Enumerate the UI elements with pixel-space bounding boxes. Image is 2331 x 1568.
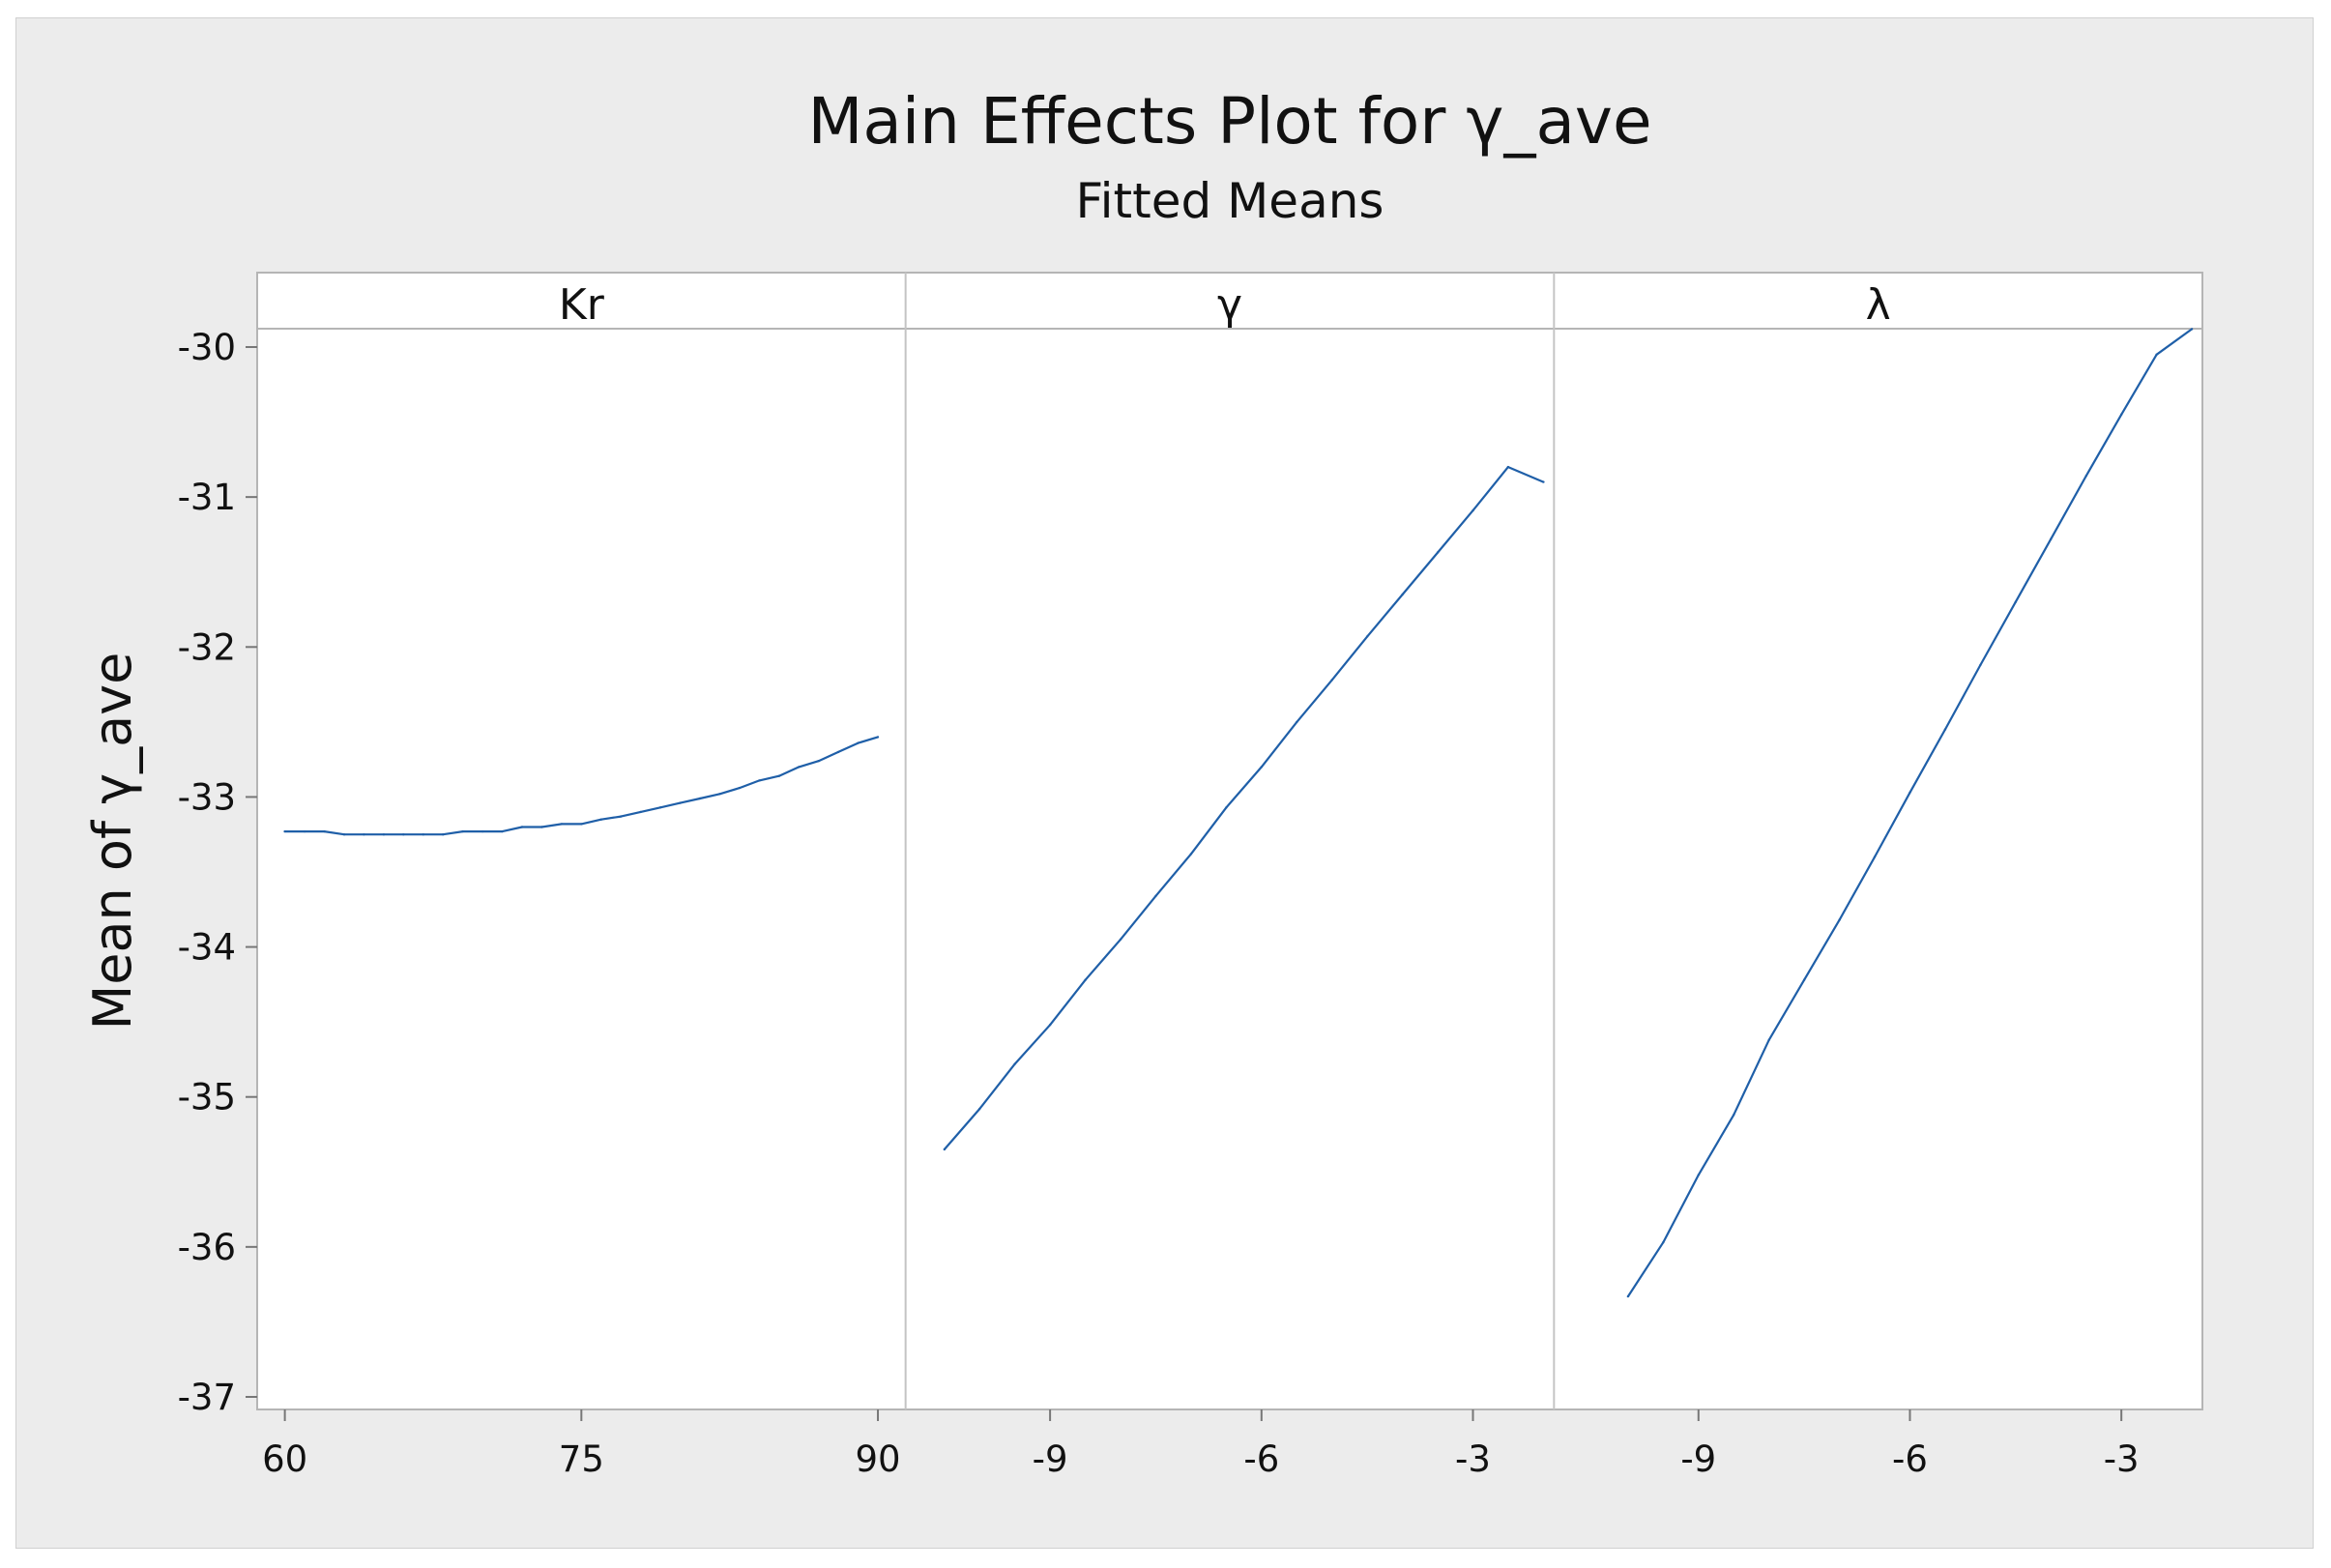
y-tick-label: -31 bbox=[178, 477, 236, 518]
data-point bbox=[1296, 720, 1298, 724]
data-point bbox=[461, 829, 464, 833]
data-point bbox=[1733, 1114, 1735, 1117]
panel-strip-label: γ bbox=[1217, 280, 1242, 330]
data-point bbox=[2050, 537, 2053, 540]
x-tick-label: -3 bbox=[2104, 1438, 2140, 1480]
data-point bbox=[1506, 465, 1510, 469]
y-tick-label: -36 bbox=[178, 1227, 236, 1268]
data-point bbox=[1084, 978, 1087, 981]
data-point bbox=[1048, 1024, 1052, 1027]
x-tick-label: -6 bbox=[1892, 1438, 1928, 1480]
data-point bbox=[501, 829, 504, 833]
x-tick-label: -3 bbox=[1455, 1438, 1491, 1480]
x-tick-label: -6 bbox=[1243, 1438, 1279, 1480]
x-tick-label: 75 bbox=[559, 1438, 604, 1480]
data-point bbox=[580, 823, 583, 826]
data-point bbox=[658, 806, 662, 809]
panel-strip-label: λ bbox=[1866, 280, 1891, 330]
data-point bbox=[1401, 593, 1404, 596]
data-point bbox=[679, 801, 682, 804]
data-point bbox=[777, 774, 780, 777]
data-point bbox=[422, 833, 424, 836]
data-point bbox=[639, 810, 642, 814]
plot-frame bbox=[256, 272, 2203, 1410]
x-tick-label: -9 bbox=[1033, 1438, 1068, 1480]
data-point bbox=[402, 833, 405, 836]
data-point bbox=[1471, 508, 1474, 512]
data-point bbox=[1542, 480, 1545, 483]
data-point bbox=[758, 779, 761, 782]
data-point bbox=[1119, 938, 1122, 941]
data-point bbox=[1873, 856, 1877, 858]
data-point bbox=[2190, 328, 2194, 331]
data-point bbox=[2155, 353, 2158, 356]
data-point bbox=[442, 833, 445, 836]
data-point bbox=[978, 1107, 981, 1111]
data-point bbox=[1909, 791, 1911, 794]
data-point bbox=[698, 797, 702, 800]
data-point bbox=[1767, 1038, 1770, 1042]
y-axis-label: Mean of γ_ave bbox=[82, 653, 143, 1031]
y-tick-label: -35 bbox=[178, 1077, 236, 1118]
data-point bbox=[342, 833, 346, 836]
data-point bbox=[520, 826, 524, 828]
data-point bbox=[1013, 1062, 1016, 1065]
data-point bbox=[1662, 1241, 1665, 1244]
data-point bbox=[857, 741, 860, 744]
data-point bbox=[836, 750, 840, 754]
y-tick-label: -34 bbox=[178, 927, 236, 969]
data-point bbox=[1436, 551, 1440, 554]
panel-strip-label: Kr bbox=[559, 280, 605, 330]
data-point bbox=[323, 829, 326, 833]
data-point bbox=[1943, 728, 1947, 731]
series-line-2 bbox=[943, 466, 1544, 1150]
data-point bbox=[620, 815, 623, 818]
chart-title: Main Effects Plot for γ_ave bbox=[807, 84, 1651, 159]
data-point bbox=[540, 826, 543, 828]
data-point bbox=[283, 829, 286, 833]
data-point bbox=[1697, 1174, 1701, 1176]
y-tick-label: -33 bbox=[178, 776, 236, 818]
data-point bbox=[817, 760, 820, 763]
data-point bbox=[2084, 475, 2087, 478]
data-point bbox=[1626, 1294, 1630, 1298]
y-tick-label: -37 bbox=[178, 1377, 236, 1418]
data-point bbox=[943, 1147, 946, 1151]
plot-area: -37 -36 -35 -34 -33 -32 -31 -30 Kr 60 75 90 γ -9 -6 -3 λ… bbox=[178, 272, 2203, 1480]
data-point bbox=[738, 786, 742, 790]
data-point bbox=[1189, 853, 1193, 856]
data-point bbox=[303, 829, 306, 833]
data-point bbox=[1979, 663, 1982, 667]
x-tick-label: -9 bbox=[1680, 1438, 1716, 1480]
data-point bbox=[718, 793, 721, 796]
y-tick-label: -32 bbox=[178, 626, 236, 668]
x-tick-label: 90 bbox=[855, 1438, 900, 1480]
data-point bbox=[1802, 978, 1806, 981]
data-point bbox=[1225, 806, 1228, 809]
y-tick-label: -30 bbox=[178, 327, 236, 368]
data-point bbox=[1154, 894, 1157, 897]
chart-subtitle: Fitted Means bbox=[1076, 173, 1384, 229]
data-point bbox=[876, 736, 880, 739]
data-point bbox=[1838, 918, 1841, 921]
data-point bbox=[599, 818, 602, 821]
data-point bbox=[798, 766, 801, 769]
data-point bbox=[1330, 679, 1333, 682]
data-point bbox=[560, 823, 564, 826]
data-point bbox=[2014, 600, 2017, 603]
data-point bbox=[481, 829, 484, 833]
data-point bbox=[2120, 413, 2123, 416]
data-point bbox=[1260, 766, 1264, 769]
data-point bbox=[363, 833, 365, 836]
x-tick-label: 60 bbox=[262, 1438, 307, 1480]
data-point bbox=[382, 833, 386, 836]
data-point bbox=[1366, 635, 1369, 638]
